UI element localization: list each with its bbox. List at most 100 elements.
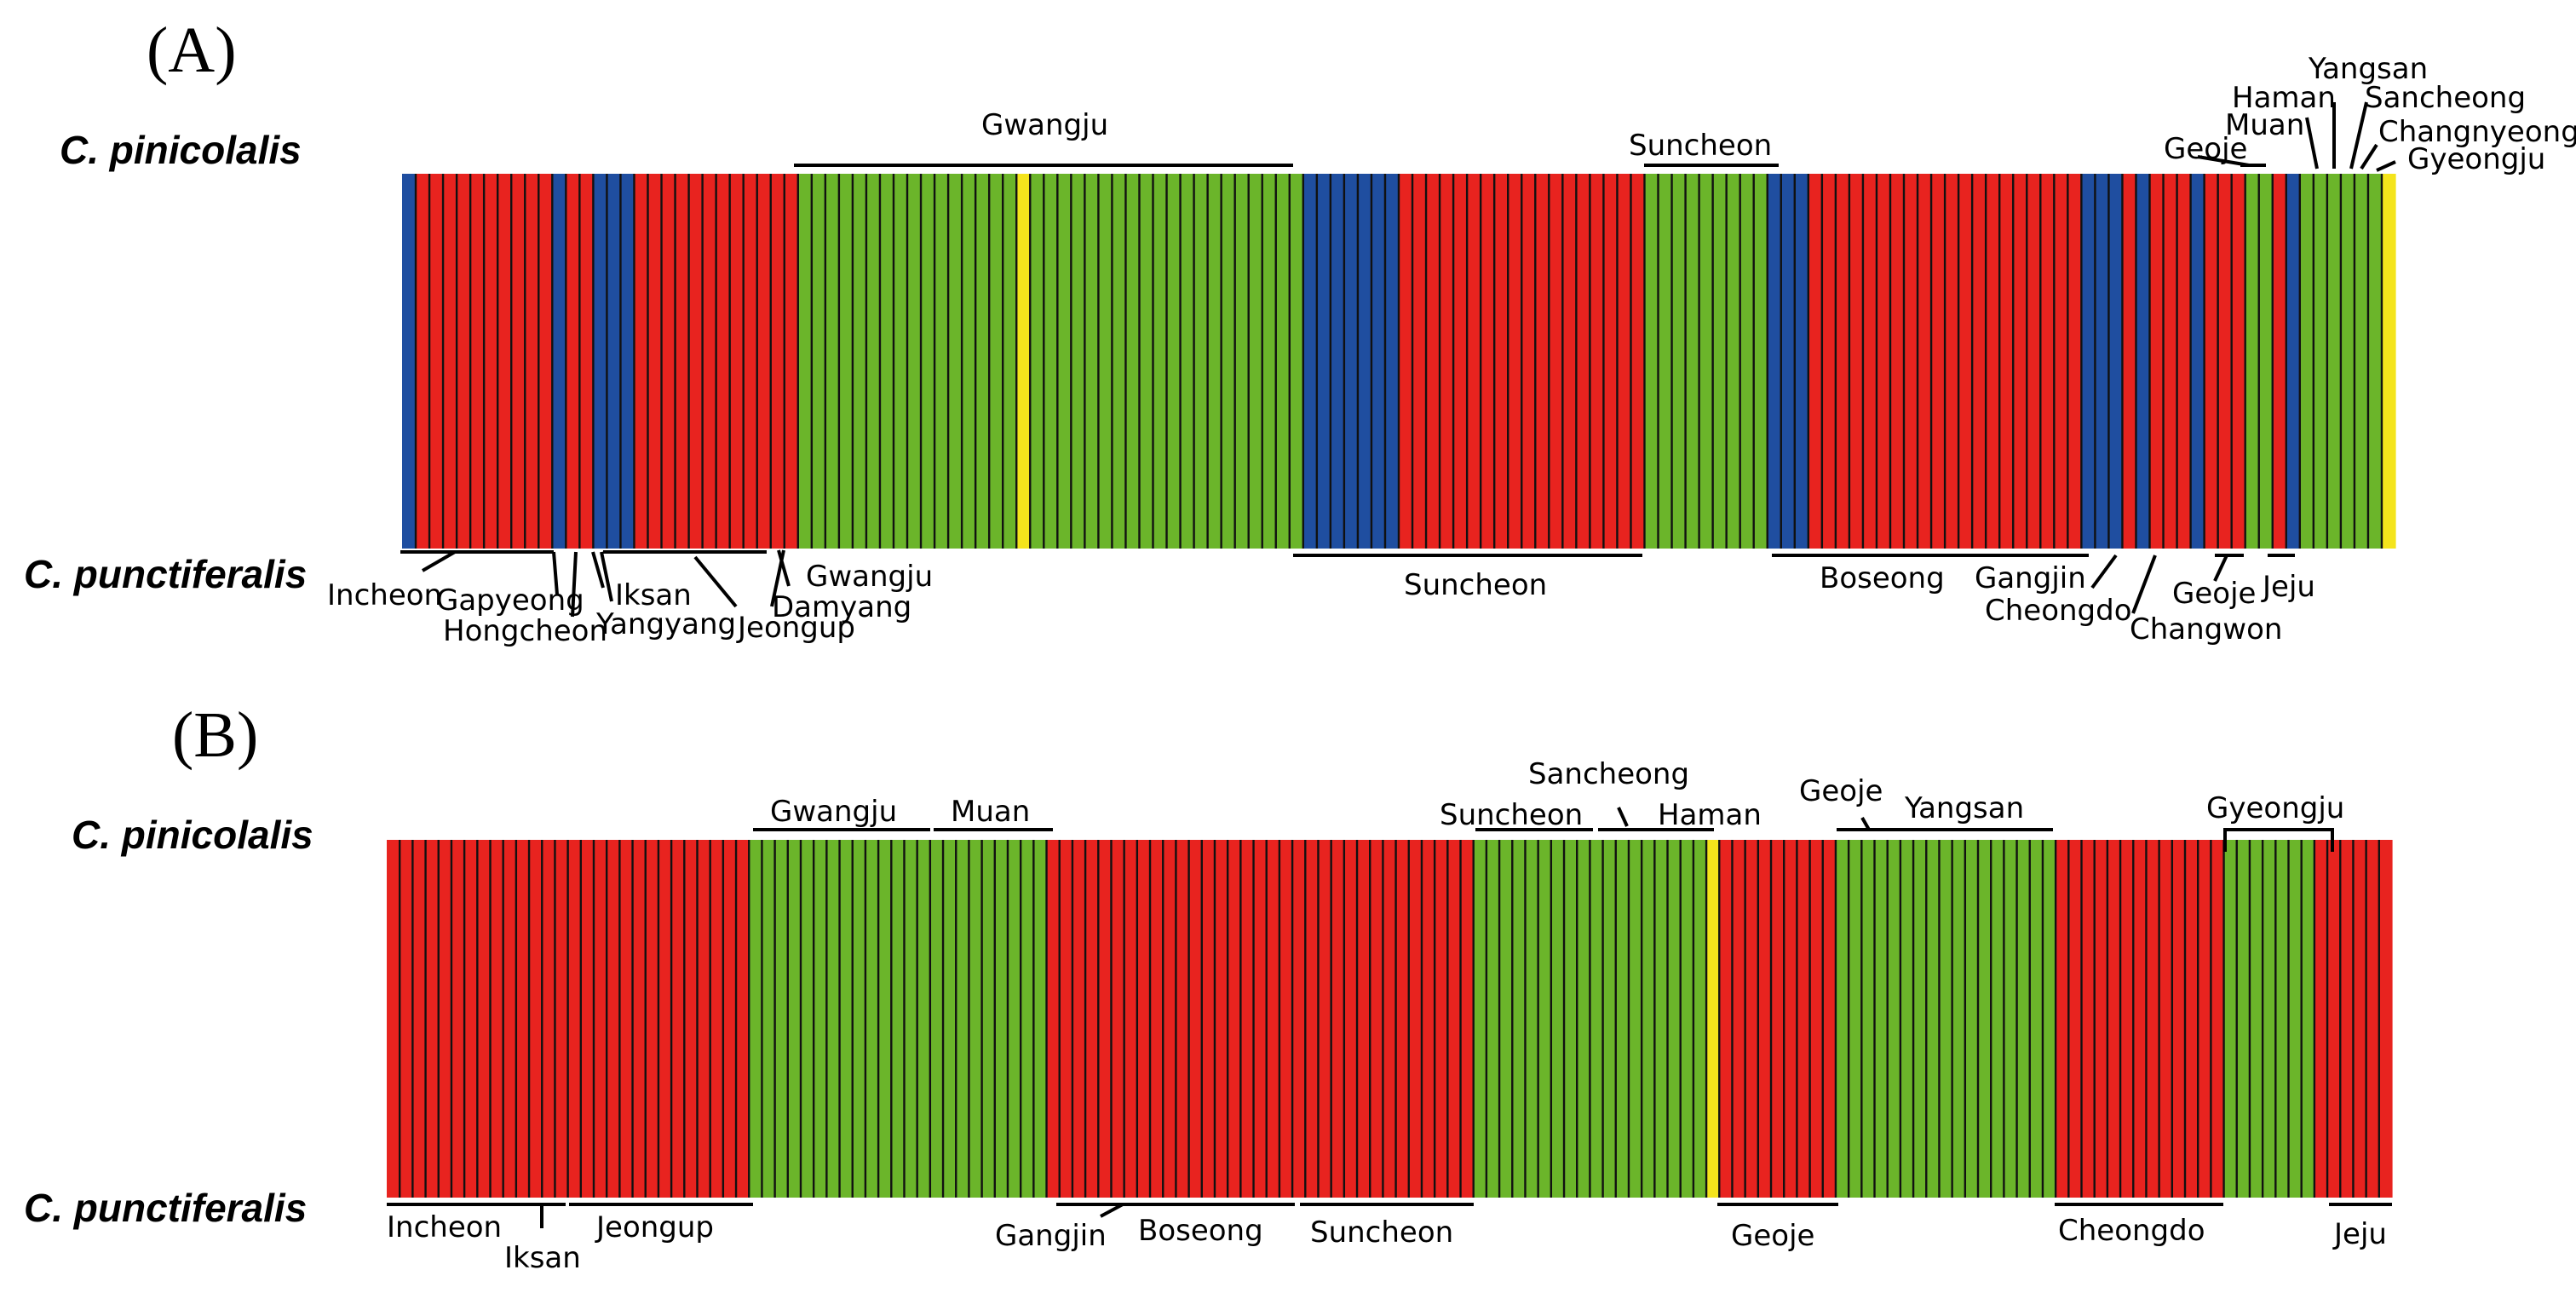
bar-a-145-green <box>2367 174 2383 549</box>
label-a-top-haman: Haman <box>2232 81 2336 115</box>
panel-b-bottom-species: C. punctiferalis <box>24 1186 307 1230</box>
label-b-top-gwangju: Gwangju <box>770 795 897 829</box>
bar-a-4-red <box>443 174 457 549</box>
bar-b-37-green <box>852 840 866 1198</box>
bar-b-99-green <box>1654 840 1669 1198</box>
bar-b-102-green <box>1693 840 1707 1198</box>
bar-b-133-red <box>2094 840 2108 1198</box>
bar-a-45-green <box>1003 174 1017 549</box>
panel-b-top-labels: Gwangju Muan Sancheong Suncheon Haman Ge… <box>770 757 2344 832</box>
bar-a-99-green <box>1739 174 1755 549</box>
label-a-bottom-gangjin: Gangjin <box>1975 561 2086 595</box>
bar-b-50-green <box>1021 840 1034 1198</box>
bar-a-140-green <box>2299 174 2314 549</box>
bar-b-16-red <box>580 840 595 1198</box>
bar-a-62-green <box>1234 174 1250 549</box>
bar-a-146-yellow <box>2381 174 2396 549</box>
bar-b-114-green <box>1849 840 1862 1198</box>
bar-b-153-red <box>2353 840 2367 1198</box>
bar-b-62-red <box>1176 840 1190 1198</box>
leader-a-bottom-yangyang <box>600 551 613 602</box>
bar-a-144-green <box>2354 174 2369 549</box>
bar-b-135-red <box>2120 840 2134 1198</box>
bar-b-75-red <box>1343 840 1358 1198</box>
label-b-bottom-incheon: Incheon <box>387 1210 502 1244</box>
label-a-top-gyeongju: Gyeongju <box>2407 142 2545 176</box>
bar-a-39-green <box>921 174 935 549</box>
bar-b-148-green <box>2288 840 2303 1198</box>
bar-a-74-red <box>1399 174 1413 549</box>
bar-a-105-red <box>1821 174 1837 549</box>
bar-b-34-green <box>814 840 827 1198</box>
bar-b-44-green <box>943 840 957 1198</box>
bar-b-100-green <box>1667 840 1682 1198</box>
bar-b-123-green <box>1964 840 1979 1198</box>
bar-a-134-red <box>2217 174 2233 549</box>
bar-b-35-green <box>826 840 841 1198</box>
leader-a-top-sancheong <box>2349 101 2368 170</box>
bar-a-33-green <box>838 174 854 549</box>
bar-a-64-green <box>1262 174 1277 549</box>
bar-a-13-red <box>566 174 580 549</box>
label-b-top-geoje: Geoje <box>1799 774 1883 808</box>
bar-a-58-green <box>1180 174 1195 549</box>
label-a-bottom-yangyang: Yangyang <box>595 607 736 641</box>
bar-b-17-red <box>593 840 607 1198</box>
bar-a-81-red <box>1494 174 1509 549</box>
bar-a-122-red <box>2054 174 2068 549</box>
bar-b-127-green <box>2016 840 2031 1198</box>
label-b-top-suncheon: Suncheon <box>1440 798 1583 832</box>
bar-a-69-blue <box>1330 174 1345 549</box>
leader-a-bottom-jeongup <box>693 555 738 608</box>
bar-b-77-red <box>1370 840 1384 1198</box>
bar-a-119-red <box>2013 174 2027 549</box>
leader-a-bottom-iksan <box>591 551 605 589</box>
bar-b-58-red <box>1124 840 1138 1198</box>
label-a-bottom-damyang: Damyang <box>772 590 911 624</box>
bar-a-78-red <box>1453 174 1468 549</box>
label-a-bottom-changwon: Changwon <box>2130 612 2282 646</box>
bar-a-26-red <box>743 174 758 549</box>
bar-b-36-green <box>839 840 854 1198</box>
bar-b-86-green <box>1486 840 1500 1198</box>
bar-b-66-red <box>1228 840 1241 1198</box>
bar-b-57-red <box>1111 840 1125 1198</box>
bar-a-14-red <box>579 174 594 549</box>
bar-a-80-red <box>1481 174 1495 549</box>
bar-b-87-green <box>1499 840 1513 1198</box>
bar-b-72-red <box>1305 840 1320 1198</box>
bar-a-17-blue <box>620 174 635 549</box>
bar-a-100-green <box>1753 174 1768 549</box>
bar-a-79-red <box>1467 174 1481 549</box>
bar-b-141-red <box>2198 840 2211 1198</box>
leader-a-bottom-cheongdo <box>2090 554 2118 589</box>
bar-a-94-green <box>1671 174 1687 549</box>
leader-a-bottom-incheon <box>421 550 457 572</box>
bar-a-90-red <box>1617 174 1632 549</box>
bar-a-56-green <box>1153 174 1168 549</box>
bar-b-91-green <box>1550 840 1565 1198</box>
bar-a-114-red <box>1945 174 1959 549</box>
panel-b-label: (B) <box>172 699 258 771</box>
bar-b-90-green <box>1538 840 1552 1198</box>
bar-a-82-red <box>1508 174 1522 549</box>
bar-a-124-blue <box>2081 174 2096 549</box>
bar-a-52-green <box>1098 174 1113 549</box>
bar-b-12-red <box>529 840 543 1198</box>
bar-a-92-green <box>1644 174 1659 549</box>
bar-a-34-green <box>852 174 867 549</box>
bar-b-116-green <box>1874 840 1889 1198</box>
bar-b-136-red <box>2133 840 2148 1198</box>
label-a-top-yangsan: Yangsan <box>2308 52 2428 86</box>
bar-a-23-red <box>702 174 717 549</box>
bar-a-30-green <box>797 174 813 549</box>
bar-b-93-green <box>1577 840 1590 1198</box>
bar-a-108-red <box>1862 174 1877 549</box>
label-a-top-geoje: Geoje <box>2164 132 2247 166</box>
bar-a-106-red <box>1835 174 1850 549</box>
bar-b-19-red <box>619 840 634 1198</box>
bar-b-1-red <box>387 840 400 1198</box>
leader-b-top-sancheong <box>1617 807 1629 827</box>
bar-a-31-green <box>811 174 826 549</box>
bar-a-136-green <box>2245 174 2260 549</box>
